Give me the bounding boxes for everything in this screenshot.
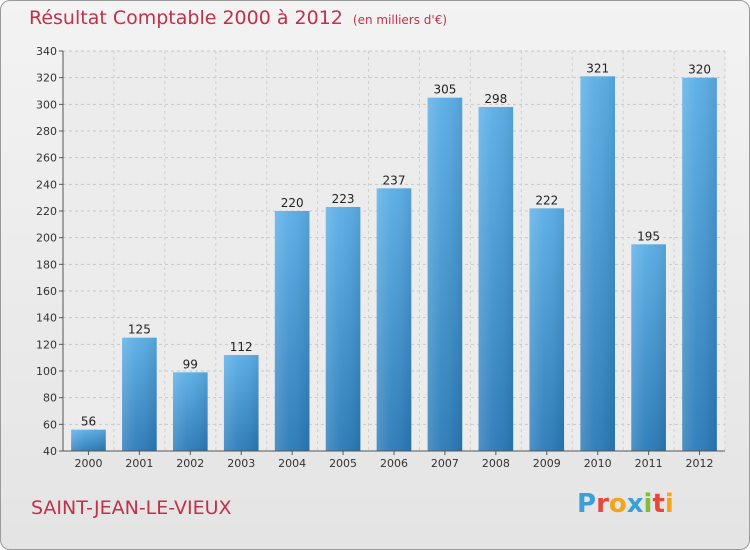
value-label-2005: 223 — [332, 192, 355, 206]
y-tick-label: 320 — [36, 72, 57, 85]
proxiti-logo: Proxiti — [577, 489, 674, 519]
bar-shine-2004 — [274, 211, 310, 451]
x-tick-label-2003: 2003 — [227, 457, 255, 470]
bar-shine-2001 — [122, 337, 157, 451]
value-label-2004: 220 — [281, 196, 304, 210]
bar-shine-2011 — [631, 244, 666, 451]
place-name: SAINT-JEAN-LE-VIEUX — [31, 497, 232, 519]
bar-shine-2000 — [71, 429, 106, 451]
y-tick-label: 60 — [43, 418, 57, 431]
x-tick-label-2009: 2009 — [533, 457, 561, 470]
y-tick-label: 240 — [36, 178, 57, 191]
y-tick-label: 80 — [43, 392, 57, 405]
chart-title: Résultat Comptable 2000 à 2012 (en millie… — [29, 7, 447, 29]
x-tick-label-2008: 2008 — [482, 457, 510, 470]
x-tick-label-2012: 2012 — [686, 457, 714, 470]
value-label-2012: 320 — [688, 63, 711, 77]
value-label-2011: 195 — [637, 229, 660, 243]
bar-shine-2007 — [427, 97, 463, 452]
x-tick-label-2006: 2006 — [380, 457, 408, 470]
bar-shine-2003 — [223, 355, 259, 451]
bar-shine-2009 — [529, 208, 565, 451]
logo-letter: P — [577, 489, 597, 519]
value-label-2010: 321 — [586, 61, 609, 75]
x-tick-label-2002: 2002 — [176, 457, 204, 470]
x-tick-label-2001: 2001 — [125, 457, 153, 470]
value-label-2002: 99 — [183, 357, 198, 371]
y-tick-label: 220 — [36, 205, 57, 218]
y-tick-label: 280 — [36, 125, 57, 138]
logo-letter: t — [652, 489, 665, 519]
chart-title-text: Résultat Comptable 2000 à 2012 — [29, 7, 343, 29]
y-tick-label: 140 — [36, 312, 57, 325]
y-tick-label: 40 — [43, 445, 57, 458]
logo-letter: i — [643, 489, 653, 519]
bar-shine-2010 — [580, 76, 616, 451]
y-tick-label: 100 — [36, 365, 57, 378]
chart-subtitle: (en milliers d'€) — [352, 13, 448, 27]
x-tick-label-2000: 2000 — [74, 457, 102, 470]
value-label-2008: 298 — [484, 92, 507, 106]
value-label-2001: 125 — [128, 323, 151, 337]
x-tick-label-2004: 2004 — [278, 457, 306, 470]
y-tick-label: 180 — [36, 258, 57, 271]
value-label-2006: 237 — [383, 173, 406, 187]
x-tick-label-2005: 2005 — [329, 457, 357, 470]
logo-letter: o — [608, 489, 627, 519]
y-tick-label: 340 — [36, 45, 57, 58]
y-tick-label: 260 — [36, 152, 57, 165]
logo-letter: i — [664, 489, 674, 519]
bar-shine-2002 — [172, 372, 208, 451]
bar-shine-2006 — [376, 188, 412, 452]
x-tick-label-2010: 2010 — [584, 457, 612, 470]
x-tick-label-2011: 2011 — [635, 457, 663, 470]
bar-shine-2012 — [682, 77, 717, 452]
value-label-2007: 305 — [433, 83, 456, 97]
value-label-2009: 222 — [535, 193, 558, 207]
y-tick-label: 160 — [36, 285, 57, 298]
value-label-2000: 56 — [81, 415, 96, 429]
y-tick-label: 200 — [36, 232, 57, 245]
x-tick-label-2007: 2007 — [431, 457, 459, 470]
y-tick-label: 300 — [36, 98, 57, 111]
logo-letter: r — [596, 489, 609, 519]
bar-shine-2008 — [478, 107, 514, 451]
y-tick-label: 120 — [36, 338, 57, 351]
bar-shine-2005 — [325, 207, 361, 451]
logo-letter: x — [626, 489, 644, 519]
value-label-2003: 112 — [230, 340, 253, 354]
